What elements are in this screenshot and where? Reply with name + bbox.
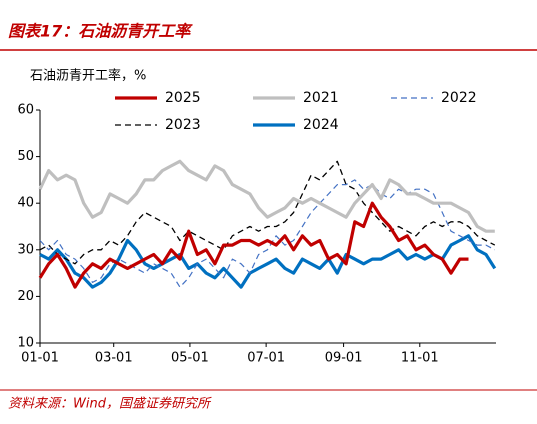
series-line — [38, 159, 495, 233]
y-tick-label: 10 — [17, 336, 34, 351]
legend-label: 2025 — [165, 90, 201, 106]
x-tick-label: 03-01 — [95, 351, 133, 366]
legend-label: 2022 — [441, 90, 477, 106]
x-tick-label: 09-01 — [325, 351, 363, 366]
series-line — [39, 160, 496, 265]
x-tick-label: 05-01 — [171, 351, 209, 366]
chart-title: 图表17：石油沥青开工率 — [8, 22, 193, 41]
legend-label: 2023 — [165, 117, 201, 133]
series-line — [38, 201, 469, 289]
source-note: 资料来源：Wind，国盛证券研究所 — [8, 396, 212, 412]
legend-label: 2021 — [303, 90, 339, 106]
x-tick-label: 07-01 — [247, 351, 285, 366]
x-tick-label: 11-01 — [401, 351, 439, 366]
y-tick-label: 40 — [17, 196, 34, 211]
x-tick-label: 01-01 — [21, 351, 59, 366]
y-axis-label: 石油沥青开工率，% — [30, 68, 146, 84]
y-tick-label: 50 — [17, 149, 34, 164]
y-tick-label: 20 — [17, 289, 34, 304]
y-tick-label: 60 — [17, 103, 34, 118]
legend-label: 2024 — [303, 117, 339, 133]
y-tick-label: 30 — [17, 242, 34, 257]
